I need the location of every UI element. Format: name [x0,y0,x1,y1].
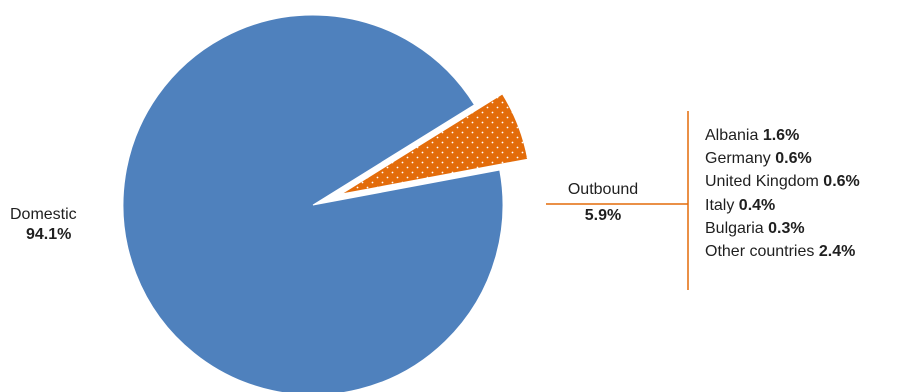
domestic-label-name: Domestic [10,206,77,223]
outbound-label-value: 5.9% [584,207,622,224]
breakdown-item-bulgaria: Bulgaria 0.3% [705,217,860,240]
domestic-label-value: 94.1% [26,226,72,243]
breakdown-item-label: Other countries [705,243,815,261]
breakdown-item-value: 0.3% [768,219,805,237]
breakdown-item-albania: Albania 1.6% [705,124,860,147]
breakdown-item-united-kingdom: United Kingdom 0.6% [705,170,860,193]
breakdown-item-label: Bulgaria [705,219,764,237]
breakdown-item-italy: Italy 0.4% [705,194,860,217]
breakdown-item-value: 2.4% [818,243,856,261]
breakdown-item-label: United Kingdom [705,173,819,191]
outbound-breakdown-list: Albania 1.6% Germany 0.6% United Kingdom… [705,124,860,263]
breakdown-item-label: Albania [705,127,759,144]
breakdown-item-other-countries: Other countries 2.4% [705,240,860,263]
outbound-label-name: Outbound [567,181,639,198]
breakdown-item-label: Germany [705,150,771,168]
breakdown-item-label: Italy [705,196,735,214]
breakdown-item-value: 0.6% [775,150,812,168]
pie-slice-domestic [122,14,504,392]
breakdown-item-germany: Germany 0.6% [705,147,860,170]
pie-slice-outbound [340,93,529,195]
breakdown-item-value: 0.4% [738,196,776,214]
breakdown-item-value: 0.6% [823,173,860,191]
outbound-label: Outbound 5.9% [552,180,654,226]
domestic-label: Domestic 94.1% [10,205,77,245]
breakdown-item-value: 1.6% [762,127,800,144]
